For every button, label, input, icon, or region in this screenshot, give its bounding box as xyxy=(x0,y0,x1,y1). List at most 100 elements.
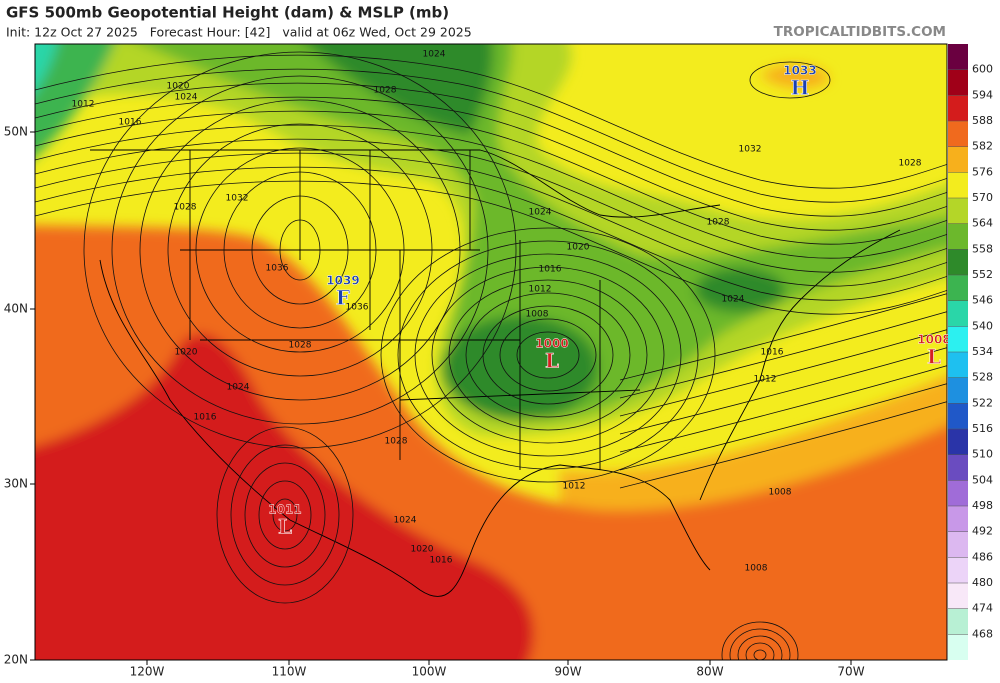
lon-label: 70W xyxy=(837,665,864,679)
isobar xyxy=(35,82,947,217)
colorbar-swatch xyxy=(948,506,968,533)
colorbar-label: 516 xyxy=(972,422,993,435)
isobar-label: 1008 xyxy=(769,488,792,498)
isobar-label: 1016 xyxy=(430,556,453,566)
isobar-label: 1020 xyxy=(411,545,434,555)
isobar xyxy=(745,642,775,660)
isobar xyxy=(35,68,947,203)
colorbar-swatch xyxy=(948,121,968,148)
isobar-label: 1020 xyxy=(567,243,590,253)
isobar xyxy=(244,462,326,568)
colorbar-swatch xyxy=(948,403,968,430)
colorbar-swatch xyxy=(948,44,968,71)
isobar xyxy=(729,628,791,660)
colorbar-label: 522 xyxy=(972,396,993,409)
colorbar-label: 510 xyxy=(972,448,993,461)
isobar xyxy=(749,61,831,99)
isobar xyxy=(35,96,947,231)
isobar xyxy=(35,124,947,259)
isobar xyxy=(619,401,947,489)
isobar xyxy=(251,195,349,305)
isobar xyxy=(223,171,377,329)
subtitle: Init: 12z Oct 27 2025 Forecast Hour: [42… xyxy=(6,25,472,40)
lat-label: 50N xyxy=(4,125,28,139)
colorbar-label: 504 xyxy=(972,473,993,486)
pressure-letter: L xyxy=(545,349,559,373)
isobar xyxy=(431,266,665,444)
isobar xyxy=(465,292,631,418)
isobar xyxy=(139,99,461,401)
colorbar-label: 552 xyxy=(972,268,993,281)
pressure-value: 1033 xyxy=(783,64,816,78)
isobar xyxy=(397,240,699,470)
colorbar-swatch xyxy=(948,352,968,379)
colorbar-label: 558 xyxy=(972,242,993,255)
isobar-label: 1024 xyxy=(423,50,446,60)
isobar-label: 1024 xyxy=(394,516,417,526)
colorbar-swatch xyxy=(948,377,968,404)
isobar xyxy=(35,138,947,273)
lon-label: 110W xyxy=(272,665,307,679)
colorbar-swatch xyxy=(948,146,968,173)
isobar xyxy=(619,365,947,453)
isobar-label: 1028 xyxy=(289,341,312,351)
colorbar-swatch xyxy=(948,198,968,225)
isobar xyxy=(272,498,298,532)
isobar-label: 1008 xyxy=(745,564,768,574)
colorbar-swatch xyxy=(948,583,968,610)
colorbar-label: 480 xyxy=(972,576,993,589)
pressure-value: 1008 xyxy=(917,333,950,347)
isobar xyxy=(83,51,517,449)
colorbar-label: 588 xyxy=(972,114,993,127)
isobar xyxy=(35,110,947,245)
lat-label: 30N xyxy=(4,477,28,491)
colorbar-swatch xyxy=(948,275,968,302)
isobar xyxy=(258,480,312,550)
lon-label: 80W xyxy=(696,665,723,679)
isobar-label: 1024 xyxy=(175,93,198,103)
isobar-label: 1024 xyxy=(722,295,745,305)
isobar xyxy=(35,152,947,287)
isobar xyxy=(167,123,433,377)
colorbar-swatch xyxy=(948,608,968,635)
pressure-value: 1011 xyxy=(268,503,301,517)
isobar xyxy=(35,180,947,315)
isobar xyxy=(230,444,340,586)
isobar xyxy=(737,635,783,660)
isobar xyxy=(380,227,716,483)
isobar-label: 1012 xyxy=(529,285,552,295)
colorbar-swatch xyxy=(948,172,968,199)
isobar-label: 1012 xyxy=(72,100,95,110)
isobar-label: 1032 xyxy=(739,145,762,155)
isobar xyxy=(721,621,799,660)
isobar xyxy=(753,649,767,660)
colorbar-swatch xyxy=(948,69,968,96)
isobar xyxy=(279,219,321,281)
isobar-label: 1016 xyxy=(119,118,142,128)
isobar xyxy=(619,383,947,471)
coastlines xyxy=(90,149,901,597)
isobar-label: 1016 xyxy=(761,348,784,358)
colorbar-swatch xyxy=(948,429,968,456)
isobar-label: 1016 xyxy=(194,413,217,423)
isobar xyxy=(499,318,597,392)
isobar xyxy=(448,279,648,431)
colorbar-label: 582 xyxy=(972,140,993,153)
isobar xyxy=(516,331,580,379)
isobar xyxy=(619,347,947,435)
isobar-label: 1020 xyxy=(167,82,190,92)
isobar-label: 1008 xyxy=(526,310,549,320)
colorbar-label: 498 xyxy=(972,499,993,512)
colorbar-bottom xyxy=(948,634,968,660)
colorbar-swatch xyxy=(948,326,968,353)
isobar-label: 1028 xyxy=(707,218,730,228)
colorbar-label: 528 xyxy=(972,371,993,384)
colorbar-label: 570 xyxy=(972,191,993,204)
colorbar-label: 468 xyxy=(972,627,993,640)
isobar xyxy=(619,311,947,399)
colorbar-label: 594 xyxy=(972,88,993,101)
isobar xyxy=(111,75,489,425)
isobar-label: 1028 xyxy=(899,159,922,169)
isobar xyxy=(35,54,947,189)
colorbar-label: 474 xyxy=(972,602,993,615)
